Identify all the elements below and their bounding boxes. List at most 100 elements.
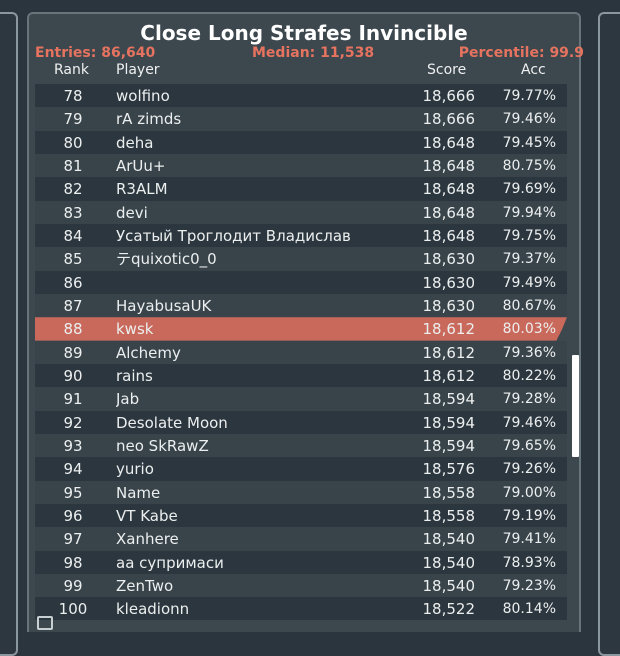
player-cell: rA zimds [116, 110, 182, 129]
score-cell: 18,612 [422, 320, 476, 339]
column-header-rank[interactable]: Rank [54, 62, 89, 78]
column-header-acc[interactable]: Acc [521, 62, 546, 78]
side-panel-right [598, 12, 620, 656]
rank-cell: 87 [63, 296, 83, 315]
player-cell: kleadionn [116, 600, 190, 619]
table-row[interactable]: 89 Alchemy 18,612 79.36% [35, 340, 567, 364]
scrollbar-thumb[interactable] [572, 355, 579, 457]
acc-cell: 79.23% [502, 577, 556, 594]
column-header-player[interactable]: Player [116, 62, 160, 78]
table-row-highlighted[interactable]: 88 kwsk 18,612 80.03% [35, 317, 567, 341]
acc-cell: 79.26% [502, 461, 556, 478]
table-row[interactable]: 79 rA zimds 18,666 79.46% [35, 107, 567, 131]
table-row[interactable]: 83 devi 18,648 79.94% [35, 200, 567, 224]
score-cell: 18,540 [422, 576, 476, 595]
leaderboard-rows: 78 wolfino 18,666 79.77% 79 rA zimds 18,666 79.… [35, 84, 567, 620]
table-row[interactable]: 100 kleadionn 18,522 80.14% [35, 597, 567, 620]
player-cell: neo SkRawZ [116, 436, 209, 455]
score-cell: 18,648 [422, 180, 476, 199]
score-cell: 18,612 [422, 343, 476, 362]
rank-cell: 99 [63, 576, 83, 595]
rank-cell: 84 [63, 226, 83, 245]
table-row[interactable]: 84 Усатый Троглодит Владислав 18,648 79.75% [35, 223, 567, 248]
player-cell: ZenTwo [116, 576, 174, 595]
score-cell: 18,666 [422, 87, 476, 105]
bottom-checkbox[interactable] [37, 616, 53, 630]
player-cell: аа супримаси [116, 553, 224, 572]
score-cell: 18,558 [422, 506, 476, 525]
player-cell: Jab [116, 390, 140, 409]
rank-cell: 85 [63, 250, 83, 269]
acc-cell: 79.46% [502, 414, 556, 431]
acc-cell: 79.41% [502, 531, 556, 548]
table-row[interactable]: 97 Xanhere 18,540 79.41% [35, 527, 567, 551]
acc-cell: 79.69% [502, 181, 556, 198]
acc-cell: 79.37% [502, 251, 556, 268]
acc-cell: 80.03% [502, 321, 556, 338]
score-cell: 18,540 [422, 530, 476, 549]
side-panel-left [0, 12, 18, 656]
player-cell: Desolate Moon [116, 413, 228, 432]
column-header-score[interactable]: Score [427, 62, 467, 78]
score-cell: 18,558 [422, 483, 476, 502]
table-row[interactable]: 85 テquixotic0_0 18,630 79.37% [35, 247, 567, 271]
rank-cell: 79 [63, 110, 83, 129]
rank-cell: 80 [63, 133, 83, 152]
table-row[interactable]: 99 ZenTwo 18,540 79.23% [35, 573, 567, 598]
score-cell: 18,648 [422, 133, 476, 152]
score-cell: 18,540 [422, 553, 476, 572]
table-row[interactable]: 82 R3ALM 18,648 79.69% [35, 177, 567, 201]
score-cell: 18,630 [422, 273, 476, 292]
player-cell: ArUu+ [116, 156, 166, 175]
percentile-stat: Percentile: 99.9 [458, 45, 584, 61]
score-cell: 18,612 [422, 366, 476, 385]
score-cell: 18,648 [422, 226, 476, 245]
table-row[interactable]: 95 Name 18,558 79.00% [35, 480, 567, 504]
acc-cell: 80.22% [502, 367, 556, 384]
player-cell: Alchemy [116, 343, 181, 362]
rank-cell: 81 [63, 156, 83, 175]
rank-cell: 88 [63, 320, 83, 339]
score-cell: 18,666 [422, 110, 476, 129]
acc-cell: 79.00% [502, 484, 556, 501]
table-row[interactable]: 96 VT Kabe 18,558 79.19% [35, 503, 567, 528]
table-row[interactable]: 94 yurio 18,576 79.26% [35, 457, 567, 481]
acc-cell: 79.75% [502, 227, 556, 244]
player-cell: yurio [116, 460, 154, 479]
acc-cell: 79.65% [502, 437, 556, 454]
player-cell: HayabusaUK [116, 296, 212, 315]
player-cell: Усатый Троглодит Владислав [116, 226, 351, 245]
scrollbar-track[interactable] [568, 84, 582, 620]
score-cell: 18,648 [422, 156, 476, 175]
score-cell: 18,594 [422, 436, 476, 455]
rank-cell: 86 [63, 273, 83, 292]
score-cell: 18,522 [422, 600, 476, 619]
table-row[interactable]: 78 wolfino 18,666 79.77% [35, 84, 567, 108]
table-row[interactable]: 91 Jab 18,594 79.28% [35, 387, 567, 411]
table-row[interactable]: 87 HayabusaUK 18,630 80.67% [35, 293, 567, 318]
acc-cell: 79.19% [502, 507, 556, 524]
player-cell: Name [116, 483, 161, 502]
rank-cell: 93 [63, 436, 83, 455]
rank-cell: 83 [63, 203, 83, 222]
player-cell: テquixotic0_0 [116, 250, 217, 269]
rank-cell: 95 [63, 483, 83, 502]
table-row[interactable]: 93 neo SkRawZ 18,594 79.65% [35, 433, 567, 458]
rank-cell: 90 [63, 366, 83, 385]
acc-cell: 79.28% [502, 391, 556, 408]
table-row[interactable]: 81 ArUu+ 18,648 80.75% [35, 153, 567, 178]
table-row[interactable]: 90 rains 18,612 80.22% [35, 363, 567, 388]
player-cell: devi [116, 203, 148, 222]
table-row[interactable]: 98 аа супримаси 18,540 78.93% [35, 550, 567, 574]
table-row[interactable]: 86 18,630 79.49% [35, 270, 567, 294]
score-cell: 18,630 [422, 296, 476, 315]
player-cell: deha [116, 133, 154, 152]
acc-cell: 79.77% [502, 88, 556, 104]
rank-cell: 78 [63, 87, 83, 105]
player-cell: kwsk [116, 320, 154, 339]
acc-cell: 79.94% [502, 204, 556, 221]
table-row[interactable]: 80 deha 18,648 79.45% [35, 130, 567, 154]
table-row[interactable]: 92 Desolate Moon 18,594 79.46% [35, 410, 567, 434]
player-cell: rains [116, 366, 153, 385]
rank-cell: 82 [63, 180, 83, 199]
